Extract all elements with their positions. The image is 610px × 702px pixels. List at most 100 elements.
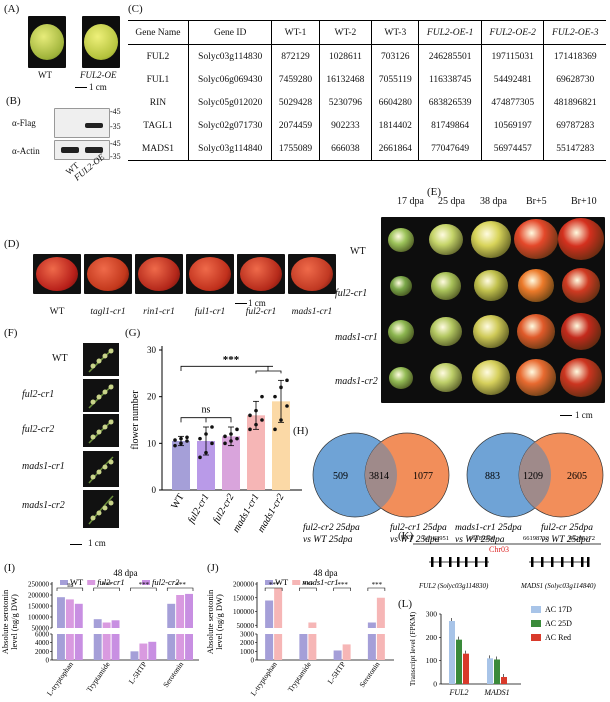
flower-bud [96,358,102,364]
data-point [248,413,252,418]
y-tick-label: 100000 [28,614,50,622]
y-tick-label: 0 [433,680,437,689]
blot-band-actin-oe [85,147,103,153]
row-label-WT: WT [350,246,366,257]
legend-swatch-WT [265,580,273,585]
y-tick-label: 100 [426,656,438,665]
th-wt1: WT-1 [271,20,320,45]
data-point [210,441,214,446]
bar-ful2-cr2 [222,436,240,490]
x-tick-label-Serotonin: Serotonin [161,660,185,689]
venn-left-ab: 3814 [369,471,389,482]
fruit-rin1-cr1 [138,257,180,291]
x-tick-label-ful2-cr1: ful2-cr1 [186,492,212,525]
col-label-3: Br+5 [526,196,547,207]
y-axis-label-2: level (ng/g DW) [9,594,19,650]
flower-bud [102,389,108,395]
venn-h: 509 3814 1077 883 1209 2605 ful2-cr2 25d… [303,432,604,545]
blot-band-actin-wt [61,147,79,153]
data-point [173,443,177,448]
legend-swatch-AC Red [531,634,541,641]
stem [88,495,114,525]
cell: 902233 [318,114,372,137]
bar-top-mads1-cr1-Tryptamide [308,622,317,628]
sig-annotation: *** [372,581,383,589]
legend-label-AC 17D: AC 17D [545,605,572,614]
data-point [198,455,202,460]
photo-inflorescence-mads1-cr1 [83,451,119,487]
scale-label-a: 1 cm [89,82,107,92]
flower-bud [90,363,96,369]
chart-j-serotonin-mads1: 48 dpa WT mads1-cr1 50000 100000 150000 200000… [205,568,394,698]
exon-mads1 [571,557,574,567]
cell: 55147283 [543,137,606,161]
data-point [235,427,239,432]
inflorescence-drawing [88,456,114,484]
flower-bud [108,419,114,425]
bar-WT-Serotonin [367,634,376,660]
fruit-e [516,359,556,396]
y-tick-label: 10 [147,438,157,448]
col-label-0: 17 dpa [397,196,424,207]
photo-inflorescence-ful2-cr1 [83,379,119,412]
gene-ful2-label: FUL2 (Solyc03g114830) [418,582,489,590]
exon-mads1 [541,557,544,567]
label-WT: WT [49,307,65,317]
bar-mads1-cr1-Tryptamide [308,634,317,660]
cell: Solyc05g012020 [187,91,272,114]
venn-left-overlap [364,442,398,508]
flower-bud [90,434,96,440]
th-oe2: FUL2-OE-2 [480,20,544,45]
photo-fruit-tagl1-cr1 [84,254,132,294]
bar-AC Red-FUL2 [463,653,469,684]
y-axis-label: Transcript level (FPKM) [408,611,417,686]
venn-left-caption-b: ful2-cr1 25dpa [390,522,447,533]
y-tick-label: 0 [251,657,255,665]
marker-45-top: -45 [110,107,121,116]
x-tick-label-FUL2: FUL2 [448,688,468,697]
y-tick-label: 2000 [35,648,50,656]
bar-top-WT-Tryptamide [93,619,102,628]
cell: 16132468 [318,68,372,91]
th-gene-name: Gene Name [128,20,189,45]
panel-label-j: (J) [207,562,219,574]
bar-ful2-cr2-Tryptamide [111,634,120,660]
legend-label-ful2-cr1: ful2-cr1 [97,577,124,587]
bar-ful2-cr1 [197,441,215,490]
cell: 666038 [318,137,372,161]
panel-label-c: (C) [128,3,143,15]
y-axis-label: flower number [130,390,141,450]
flower-bud [96,510,102,516]
bar-mads1-cr1-L-5HTP [342,644,351,660]
scale-label-e: 1 cm [575,410,593,420]
y-tick-label: 250000 [28,581,50,589]
cell: 6604280 [371,91,419,114]
y-tick-label: 3000 [240,631,255,639]
cell: 5230796 [318,91,372,114]
blot-actin [54,140,110,160]
legend-label-WT: WT [275,577,289,587]
bar-ful2-cr1-Serotonin [176,634,185,660]
label-ful1-cr1: ful1-cr1 [194,307,226,317]
cell: 683826539 [418,91,482,114]
data-point [254,408,258,413]
label-ful2-cr1: ful2-cr1 [245,307,277,317]
photo-inflorescence-WT [83,343,119,376]
exon-ful2 [431,557,434,567]
fruit-e [558,218,604,261]
photo-ful2-oe-fruit [82,16,120,68]
flower-bud [108,384,114,390]
panel-label-b: (B) [6,95,21,107]
table-row: MADS1 Solyc03g114840 1755089 666038 2661864 7… [128,137,606,161]
blot-row-actin-label: α-Actin [12,146,40,156]
blot-row-flag-label: α-Flag [12,118,36,128]
x-tick-label-Tryptamide: Tryptamide [84,659,112,693]
panel-label-f: (F) [4,327,18,339]
bar-mads1-cr1-L-tryptophan [274,634,283,660]
bar-top-ful2-cr2-Serotonin [185,593,193,628]
row-label-mads1-cr2: mads1-cr2 [335,376,378,387]
expression-table: Gene Name Gene ID WT-1 WT-2 WT-3 FUL2-OE… [128,20,606,161]
fruit-e [473,315,509,349]
fruit-ful2-cr1 [240,257,282,291]
legend-swatch-mads1-cr1 [292,580,301,585]
